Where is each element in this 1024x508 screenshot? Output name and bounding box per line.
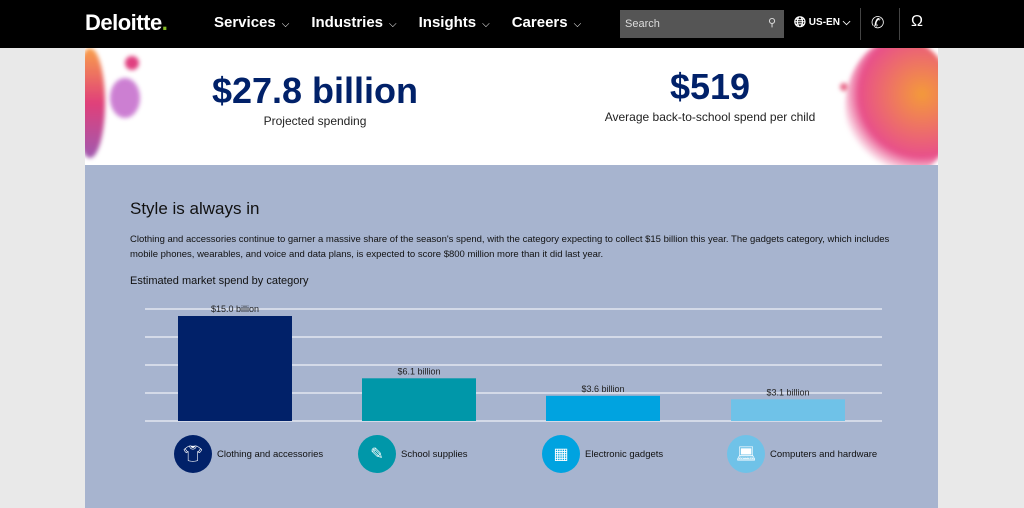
menu-label: Insights [418,14,477,31]
menu-services[interactable]: Services ⌵ [214,14,289,31]
pencil-icon: ✎ [358,435,396,473]
paint-splash [85,48,105,158]
phone-icon[interactable]: ✆ [871,15,885,32]
bar-label: $15.0 billion [211,304,259,314]
paint-splash [110,78,140,118]
category-label: Electronic gadgets [585,448,664,460]
stat-label: Projected spending [263,114,367,128]
category-label: Computers and hardware [770,448,878,460]
hero-stats: $27.8 billion Projected spending $519 Av… [85,48,938,165]
style-section: Style is always in Clothing and accessor… [85,165,938,508]
laptop-icon: 💻︎ [727,435,765,473]
bar-label: $3.6 billion [581,384,624,394]
category-legend-item: 👕︎ Clothing and accessories [174,435,323,473]
logo-text: Deloitte [85,10,162,35]
bar-3 [731,399,845,421]
paint-splash [845,48,938,165]
divider [860,8,861,40]
menu-insights[interactable]: Insights ⌵ [419,14,490,31]
menu-industries[interactable]: Industries ⌵ [311,14,396,31]
paint-splash [125,56,139,70]
divider [899,8,900,40]
chart-title: Estimated market spend by category [130,275,309,287]
bar-chart: $15.0 billion $6.1 billion $3.6 billion $3.… [145,304,882,422]
user-icon[interactable]: Ω [911,13,923,30]
main-menu: Services ⌵ Industries ⌵ Insights ⌵ Careers ⌵ [214,14,581,31]
chevron-down-icon: ⌵ [573,19,582,30]
section-paragraph: Clothing and accessories continue to gar… [130,234,890,260]
menu-label: Industries [311,14,384,31]
menu-careers[interactable]: Careers ⌵ [512,14,581,31]
tshirt-icon: 👕︎ [174,435,212,473]
search-placeholder: Search [625,18,660,30]
search-icon[interactable]: ⚲ [767,17,776,29]
category-legend-item: 💻︎ Computers and hardware [727,435,877,473]
bar-1 [362,378,476,421]
logo-dot: . [161,10,168,35]
stat-value: $27.8 billion [211,70,419,111]
category-label: School supplies [401,448,468,460]
stat-label: Average back-to-school spend per child [604,110,816,124]
lang-label: US-EN [808,17,840,29]
chevron-down-icon: ⌵ [482,19,490,30]
stat-projected-spending: $27.8 billion Projected spending [200,70,430,128]
bar-label: $3.1 billion [766,387,809,397]
stat-value: $519 [669,66,751,107]
category-legend-item: ▦ Electronic gadgets [542,435,663,473]
menu-label: Services [214,14,276,31]
chevron-down-icon: ⌵ [281,19,290,30]
bar-label: $6.1 billion [397,366,440,376]
category-legend-item: ✎ School supplies [358,435,468,473]
language-selector[interactable]: 🌐︎ US-EN ⌵ [794,14,851,31]
bar-0 [178,316,292,421]
stat-average-spend: $519 Average back-to-school spend per ch… [595,66,825,124]
paint-splash [840,83,848,91]
chevron-down-icon: ⌵ [389,19,397,30]
menu-label: Careers [511,14,568,31]
globe-icon: 🌐︎ [794,14,807,31]
bar-2 [546,395,660,421]
section-title: Style is always in [130,199,260,218]
top-nav: Deloitte. Services ⌵ Industries ⌵ Insights… [0,0,1024,48]
search-input[interactable]: Search ⚲ [620,10,784,38]
category-label: Clothing and accessories [217,448,324,460]
deloitte-logo[interactable]: Deloitte. [85,10,168,36]
calculator-icon: ▦ [542,435,580,473]
